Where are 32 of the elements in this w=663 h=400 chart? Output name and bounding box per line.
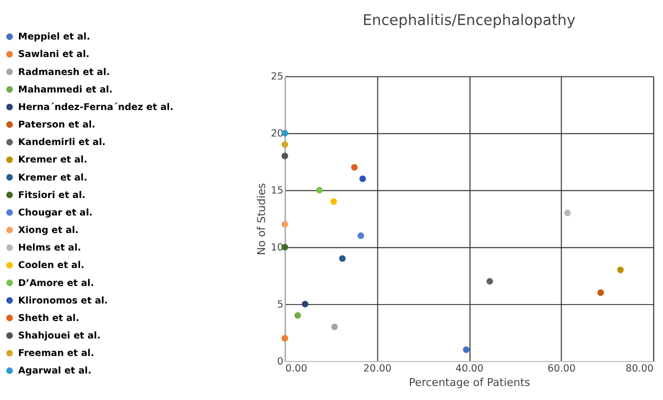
- legend-label: Herna´ndez-Ferna´ndez et al.: [18, 102, 174, 113]
- legend-label: Mahammedi et al.: [18, 84, 113, 96]
- legend-label: Kandemirli et al.: [18, 137, 106, 148]
- legend-label: Coolen et al.: [18, 260, 84, 272]
- y-axis-title: No of Studies: [254, 182, 268, 256]
- y-tick-label: 0: [277, 356, 284, 368]
- y-tick-label: 5: [277, 300, 284, 311]
- x-tick-label: 0.00: [285, 363, 308, 374]
- legend-label: Meppiel et al.: [18, 32, 90, 43]
- legend-label: Klironomos et al.: [18, 295, 108, 306]
- legend-label: Helms et al.: [18, 242, 82, 254]
- y-tick-label: 25: [270, 72, 284, 83]
- legend-label: Sawlani et al.: [18, 49, 90, 60]
- legend-label: D’Amore et al.: [18, 278, 94, 289]
- legend-label: Radmanesh et al.: [18, 66, 110, 78]
- x-tick-label: 20.00: [363, 363, 392, 374]
- legend-label: Paterson et al.: [18, 120, 96, 131]
- x-tick-label: 40.00: [455, 363, 484, 374]
- x-tick-label: 80.00: [626, 363, 654, 374]
- legend-label: Xiong et al.: [18, 225, 79, 236]
- legend-label: Shahjouei et al.: [18, 330, 101, 342]
- legend-label: Kremer et al.: [18, 154, 88, 166]
- legend-label: Kremer et al.: [18, 172, 88, 184]
- x-axis-title: Percentage of Patients: [408, 376, 530, 390]
- legend-label: Freeman et al.: [18, 348, 94, 360]
- chart-title: Encephalitis/Encephalopathy: [362, 12, 576, 30]
- legend-label: Fitsiori et al.: [18, 190, 86, 201]
- y-tick-label: 15: [270, 186, 284, 197]
- x-tick-label: 60.00: [548, 363, 576, 374]
- legend-label: Sheth et al.: [18, 312, 80, 324]
- legend-label: Agarwal et al.: [18, 366, 92, 377]
- legend-label: Chougar et al.: [18, 207, 93, 218]
